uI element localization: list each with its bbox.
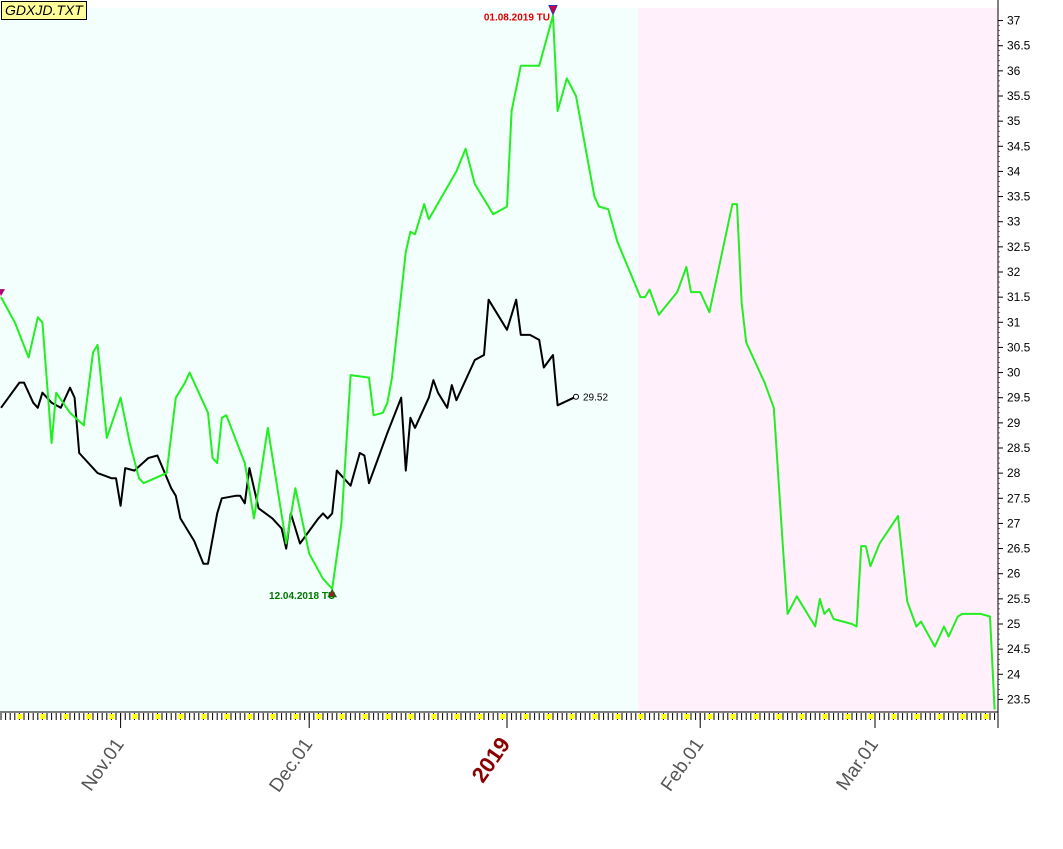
- x-week-marker: [454, 714, 460, 719]
- x-week-marker: [592, 714, 598, 719]
- x-week-marker: [293, 714, 299, 719]
- x-week-marker: [845, 714, 851, 719]
- x-week-marker: [546, 714, 552, 719]
- y-tick-label: 24.5: [1007, 642, 1031, 656]
- last-value-label: 29.52: [583, 393, 608, 404]
- y-tick-label: 37: [1007, 14, 1021, 28]
- series-line-green: [0, 14, 996, 710]
- plot-area-left-shade: [0, 8, 638, 712]
- y-tick-label: 34.5: [1007, 139, 1031, 153]
- y-tick-label: 25.5: [1007, 592, 1031, 606]
- x-week-marker: [684, 714, 690, 719]
- x-week-marker: [385, 714, 391, 719]
- y-tick-label: 32: [1007, 265, 1021, 279]
- x-week-marker: [431, 714, 437, 719]
- y-axis-ticks: 37 36.5 36 35.5 35 34.5 34 33.5 33 32.5 32 31.5 31 30…: [998, 14, 1031, 706]
- x-week-marker: [247, 714, 253, 719]
- x-week-marker: [270, 714, 276, 719]
- y-tick-label: 30.5: [1007, 340, 1031, 354]
- x-week-marker: [109, 714, 115, 719]
- x-week-marker: [569, 714, 575, 719]
- low-annotation-label: 12.04.2018 TU: [269, 591, 335, 602]
- x-week-marker: [523, 714, 529, 719]
- y-tick-label: 23.5: [1007, 692, 1031, 706]
- y-tick-label: 32.5: [1007, 240, 1031, 254]
- x-week-marker: [40, 714, 46, 719]
- x-week-marker: [776, 714, 782, 719]
- x-week-marker: [339, 714, 345, 719]
- x-week-marker: [960, 714, 966, 719]
- x-week-marker: [224, 714, 230, 719]
- x-week-marker: [63, 714, 69, 719]
- x-week-marker: [500, 714, 506, 719]
- x-week-marker: [178, 714, 184, 719]
- x-week-marker: [86, 714, 92, 719]
- x-week-marker: [17, 714, 23, 719]
- y-tick-label: 30: [1007, 366, 1021, 380]
- y-tick-label: 26.5: [1007, 542, 1031, 556]
- x-week-marker: [661, 714, 667, 719]
- chart-title: GDXJD.TXT: [1, 1, 87, 20]
- x-week-marker: [707, 714, 713, 719]
- x-week-marker: [477, 714, 483, 719]
- x-week-marker: [868, 714, 874, 719]
- x-week-marker: [362, 714, 368, 719]
- y-tick-label: 29.5: [1007, 391, 1031, 405]
- high-marker-icon: [548, 5, 558, 16]
- x-week-marker: [132, 714, 138, 719]
- y-tick-label: 29: [1007, 416, 1021, 430]
- y-tick-label: 27.5: [1007, 491, 1031, 505]
- plot-area-right-shade: [638, 8, 998, 712]
- annotation-markers: 29.52 01.08.2019 TU 12.04.2018 TU: [0, 5, 608, 602]
- x-week-marker: [638, 714, 644, 719]
- x-week-marker: [822, 714, 828, 719]
- y-tick-label: 31: [1007, 315, 1021, 329]
- series-line-black: [0, 298, 577, 565]
- y-tick-label: 36.5: [1007, 39, 1031, 53]
- high-annotation-label: 01.08.2019 TU: [484, 13, 550, 24]
- x-week-marker: [799, 714, 805, 719]
- y-tick-label: 35: [1007, 114, 1021, 128]
- x-week-marker: [983, 714, 989, 719]
- x-week-marker: [937, 714, 943, 719]
- y-tick-label: 27: [1007, 516, 1021, 530]
- x-week-marker: [891, 714, 897, 719]
- x-week-marker: [408, 714, 414, 719]
- x-week-marker: [753, 714, 759, 719]
- x-week-marker: [316, 714, 322, 719]
- x-week-marker: [615, 714, 621, 719]
- y-tick-label: 24: [1007, 667, 1021, 681]
- y-tick-label: 28: [1007, 466, 1021, 480]
- y-tick-label: 33: [1007, 215, 1021, 229]
- x-week-marker: [155, 714, 161, 719]
- x-week-marker: [730, 714, 736, 719]
- y-tick-label: 33.5: [1007, 190, 1031, 204]
- x-week-marker: [914, 714, 920, 719]
- x-week-marker: [201, 714, 207, 719]
- y-tick-label: 26: [1007, 567, 1021, 581]
- low-marker-icon: [327, 588, 338, 598]
- y-tick-label: 28.5: [1007, 441, 1031, 455]
- y-tick-label: 34: [1007, 164, 1021, 178]
- last-value-marker: [573, 393, 579, 400]
- y-tick-label: 35.5: [1007, 89, 1031, 103]
- y-tick-label: 36: [1007, 64, 1021, 78]
- y-tick-label: 31.5: [1007, 290, 1031, 304]
- x-axis-tick-strip: [0, 713, 996, 720]
- series-start-marker: [0, 289, 5, 297]
- y-tick-label: 25: [1007, 617, 1021, 631]
